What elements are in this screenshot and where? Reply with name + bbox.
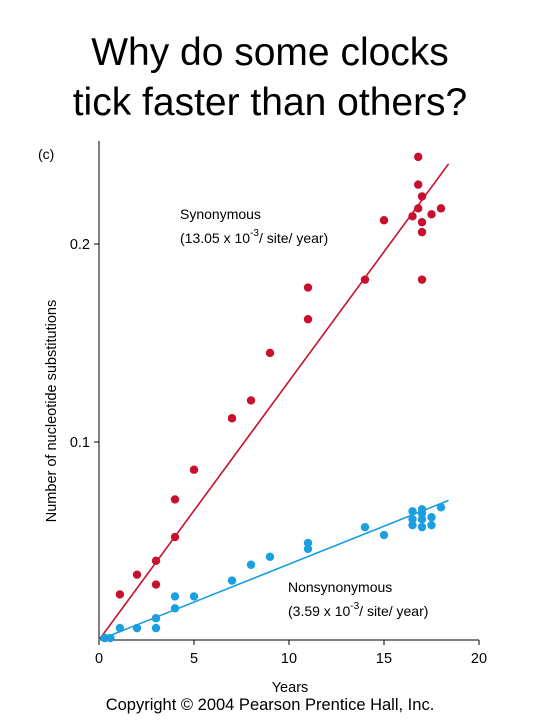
synonymous-data-point <box>170 532 180 542</box>
synonymous-data-point <box>132 570 142 579</box>
nonsynonymous-data-point <box>151 614 161 623</box>
data-points <box>100 152 446 643</box>
x-tick-label: 5 <box>190 651 198 667</box>
synonymous-data-point <box>417 275 427 284</box>
x-tick-label: 20 <box>471 651 487 667</box>
synonymous-data-point <box>417 218 427 227</box>
nonsynonymous-data-point <box>417 509 427 518</box>
synonymous-data-point <box>170 495 180 504</box>
synonymous-data-point <box>151 556 161 565</box>
nonsynonymous-data-point <box>106 633 115 643</box>
copyright-notice: Copyright © 2004 Pearson Prentice Hall, … <box>105 696 435 714</box>
slide-title-line-1: Why do some clocks <box>91 31 449 74</box>
nonsynonymous-rate-label: (3.59 x 10-3/ site/ year) <box>288 601 428 619</box>
nonsynonymous-data-point <box>417 515 427 524</box>
synonymous-data-point <box>151 580 161 589</box>
nonsynonymous-data-point <box>170 604 180 613</box>
synonymous-data-point <box>414 204 423 213</box>
synonymous-data-point <box>189 465 199 474</box>
chart-axes: 0 5 10 15 20 0.1 0.2 <box>70 141 487 667</box>
nonsynonymous-label: Nonsynonymous <box>288 579 392 595</box>
nonsynonymous-data-point <box>115 623 125 633</box>
y-tick-label: 0.1 <box>70 435 90 451</box>
synonymous-data-point <box>246 396 256 405</box>
nonsynonymous-data-point <box>408 520 417 530</box>
nonsynonymous-data-point <box>227 576 237 585</box>
synonymous-data-point <box>436 204 446 213</box>
nonsynonymous-data-point <box>360 522 370 532</box>
slide-title-line-2: tick faster than others? <box>72 81 468 124</box>
synonymous-data-point <box>408 212 417 221</box>
panel-label: (c) <box>38 146 54 162</box>
nonsynonymous-data-point <box>427 513 436 522</box>
synonymous-data-point <box>379 216 389 225</box>
x-axis-label: Years <box>272 680 309 696</box>
nonsynonymous-data-point <box>170 592 180 601</box>
series-annotations: Synonymous (13.05 x 10-3/ site/ year) Nons… <box>180 206 428 619</box>
nonsynonymous-data-point <box>427 520 436 530</box>
y-tick-label: 0.2 <box>70 237 90 253</box>
synonymous-data-point <box>414 152 423 162</box>
nonsynonymous-fit-line <box>98 499 449 641</box>
nonsynonymous-data-point <box>408 515 417 524</box>
synonymous-data-point <box>303 315 313 324</box>
nonsynonymous-data-point <box>189 592 199 601</box>
synonymous-label: Synonymous <box>180 206 261 222</box>
nonsynonymous-data-point <box>246 560 256 569</box>
nonsynonymous-data-point <box>303 544 313 554</box>
synonymous-data-point <box>265 348 275 358</box>
x-tick-label: 15 <box>376 651 392 667</box>
x-tick-label: 0 <box>95 651 103 667</box>
synonymous-data-point <box>427 210 436 219</box>
synonymous-data-point <box>417 227 427 237</box>
y-axis-label: Number of nucleotide substitutions <box>44 300 60 522</box>
synonymous-data-point <box>227 414 237 423</box>
synonymous-data-point <box>417 192 427 201</box>
nonsynonymous-data-point <box>132 623 142 633</box>
nonsynonymous-data-point <box>436 503 446 512</box>
synonymous-data-point <box>115 590 125 599</box>
slide-title: Why do some clocks tick faster than othe… <box>0 28 540 128</box>
x-tick-label: 10 <box>281 651 297 667</box>
synonymous-rate-label: (13.05 x 10-3/ site/ year) <box>180 228 328 246</box>
nonsynonymous-data-point <box>265 552 275 562</box>
nonsynonymous-data-point <box>408 507 417 516</box>
nonsynonymous-data-point <box>303 538 313 548</box>
nonsynonymous-data-point <box>417 522 427 532</box>
nonsynonymous-data-point <box>151 623 161 633</box>
synonymous-data-point <box>414 180 423 189</box>
synonymous-data-point <box>303 283 313 292</box>
synonymous-data-point <box>360 275 370 284</box>
nonsynonymous-data-point <box>379 530 389 540</box>
